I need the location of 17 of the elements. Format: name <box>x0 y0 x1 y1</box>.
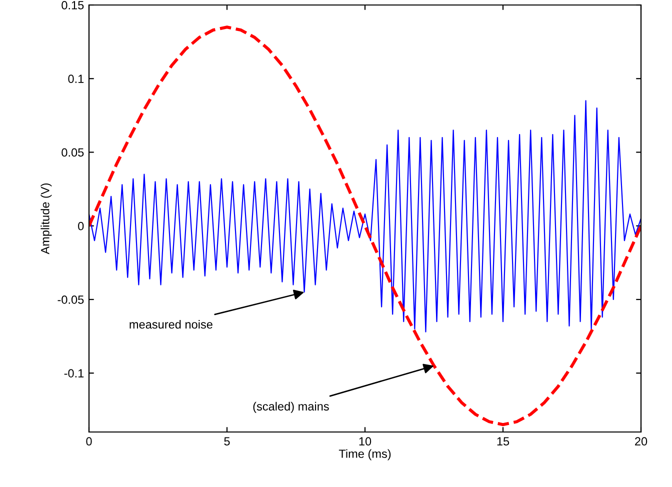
x-tick-label: 20 <box>635 437 648 446</box>
y-tick-label: 0.15 <box>62 1 84 10</box>
y-tick-label: 0 <box>78 222 84 230</box>
x-tick-label: 5 <box>224 437 230 446</box>
y-tick-label: -0.1 <box>64 369 84 378</box>
y-tick-label: 0.1 <box>68 74 84 84</box>
y-axis-title: Amplitude (V) <box>40 183 52 254</box>
annotation: measured noise <box>130 320 212 329</box>
y-tick-label: -0.05 <box>58 296 84 304</box>
x-tick-label: 0 <box>86 437 92 446</box>
x-axis-title: Time (ms) <box>338 449 391 460</box>
annotation: (scaled) mains <box>253 402 329 413</box>
line-series <box>89 100 641 332</box>
line-series <box>89 26 641 426</box>
y-tick-label: 0.05 <box>62 148 84 157</box>
x-tick-label: 15 <box>497 437 510 446</box>
x-tick-label: 10 <box>359 437 372 446</box>
